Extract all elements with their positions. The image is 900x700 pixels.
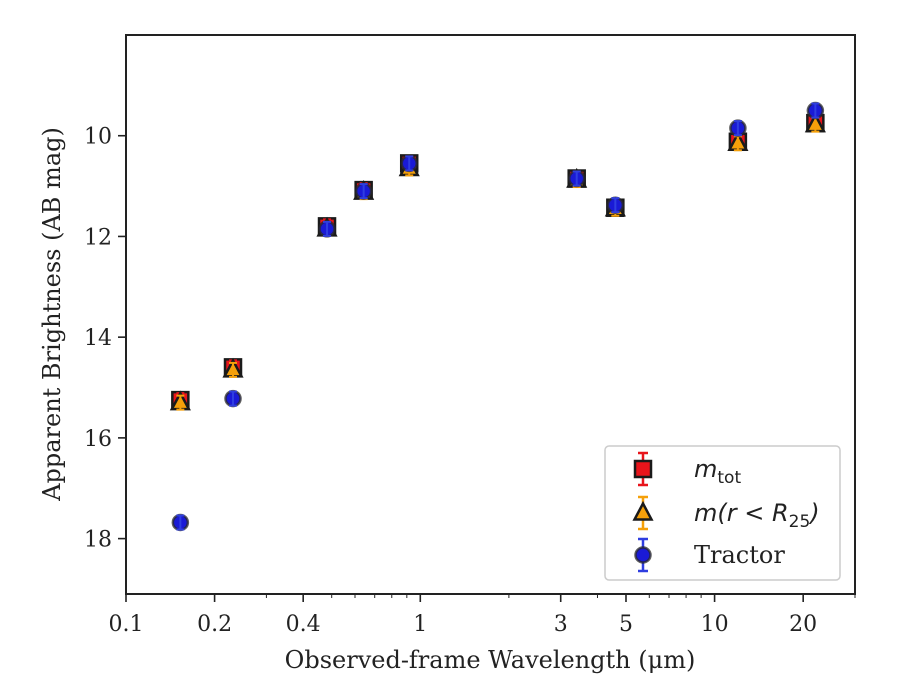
y-tick-label: 12 [84,225,112,250]
y-tick-label: 16 [84,427,112,452]
plot-frame [125,34,856,595]
x-tick-label: 0.2 [197,612,232,637]
legend-label-1: m(r < R25) [694,499,820,532]
x-tick-label: 1 [413,612,427,637]
legend-label-main: m [694,455,717,483]
y-axis-title: Apparent Brightness (AB mag) [38,127,66,502]
legend-label-2: Tractor [694,541,785,569]
legend-box [604,445,841,581]
x-axis-title: Observed-frame Wavelength (μm) [285,646,696,674]
legend-label-main: m(r < R [694,499,789,527]
y-tick-label: 14 [84,326,112,351]
legend-marker-square [633,459,653,479]
y-tick-label: 10 [84,125,112,150]
x-tick-label: 20 [789,612,817,637]
y-tick-label: 18 [84,528,112,553]
legend-marker-triangle [632,500,654,521]
x-tick-label: 3 [554,612,568,637]
legend-label-subscript: 25 [789,512,811,532]
axes: 0.1 0.2 0.4 1 3 5 10 20 10 12 14 16 18 [84,125,856,637]
legend-label-0: mtot [694,455,741,488]
legend-label-tail: ) [808,499,819,527]
x-tick-label: 10 [701,612,729,637]
legend-marker-circle [634,546,652,564]
x-tick-label: 0.4 [286,612,321,637]
x-tick-label: 5 [619,612,633,637]
legend-label-subscript: tot [717,468,741,488]
data-marks [169,101,826,532]
x-tick-label: 0.1 [109,612,144,637]
series-circle [171,101,825,532]
legend: mtot m(r < R25) Tractor [604,445,841,581]
